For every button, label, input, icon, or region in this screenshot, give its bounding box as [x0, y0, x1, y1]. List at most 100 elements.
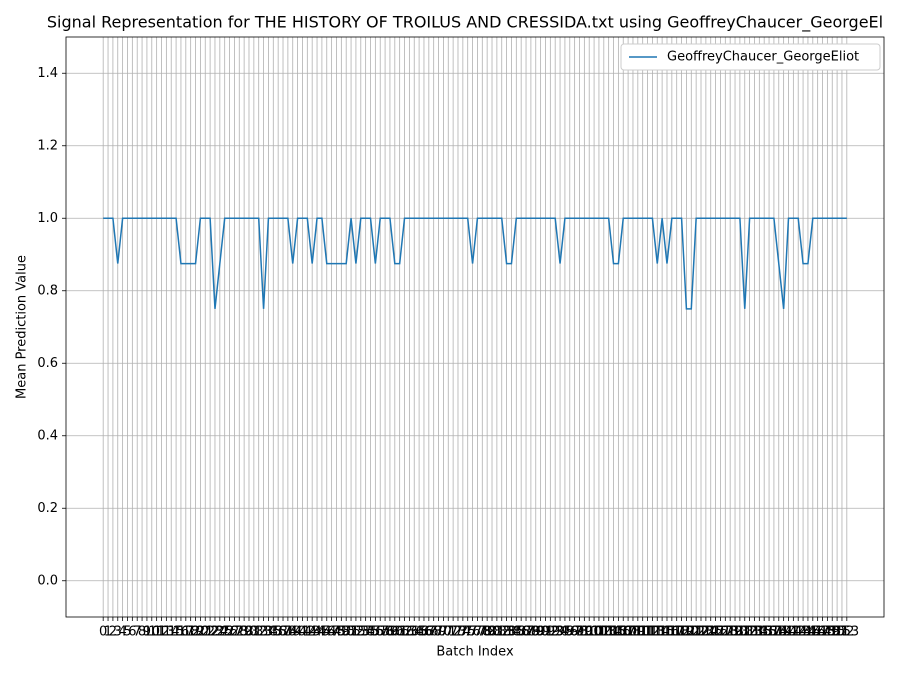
x-tick-label: 120	[674, 625, 699, 640]
x-tick-label: 6	[128, 625, 136, 640]
x-tick-label: 144	[791, 625, 816, 640]
x-tick-label: 25	[216, 625, 233, 640]
x-tick-label: 52	[348, 625, 365, 640]
x-tick-label: 2	[109, 625, 117, 640]
x-tick-label: 79	[479, 625, 496, 640]
x-tick-label: 92	[542, 625, 559, 640]
x-tick-label: 125	[698, 625, 723, 640]
x-tick-label: 105	[601, 625, 626, 640]
x-tick-label: 153	[834, 625, 859, 640]
y-axis-label: Mean Prediction Value	[15, 255, 30, 399]
x-tick-label: 119	[669, 625, 694, 640]
x-tick-label: 126	[703, 625, 728, 640]
x-tick-label: 55	[362, 625, 379, 640]
x-tick-label: 32	[250, 625, 267, 640]
y-tick-label: 0.4	[37, 428, 58, 443]
x-tick-label: 69	[430, 625, 447, 640]
x-tick-label: 76	[464, 625, 481, 640]
x-tick-label: 56	[367, 625, 384, 640]
x-tick-label: 10	[144, 625, 161, 640]
data-line	[103, 217, 847, 310]
x-tick-label: 34	[260, 625, 277, 640]
x-tick-label: 139	[766, 625, 791, 640]
x-tick-label: 108	[616, 625, 641, 640]
y-tick-label: 0.0	[37, 573, 58, 588]
x-tick-label: 94	[552, 625, 569, 640]
x-tick-label: 97	[566, 625, 583, 640]
x-tick-label: 146	[800, 625, 825, 640]
x-tick-label: 27	[226, 625, 243, 640]
x-tick-label: 138	[761, 625, 786, 640]
x-tick-label: 103	[591, 625, 616, 640]
x-tick-label: 115	[650, 625, 675, 640]
x-tick-label: 111	[630, 625, 655, 640]
x-tick-label: 89	[527, 625, 544, 640]
x-tick-label: 21	[197, 625, 214, 640]
x-tick-label: 151	[825, 625, 850, 640]
x-tick-label: 117	[659, 625, 684, 640]
x-tick-label: 58	[377, 625, 394, 640]
x-tick-label: 7	[133, 625, 141, 640]
x-tick-label: 78	[474, 625, 491, 640]
x-tick-label: 37	[275, 625, 292, 640]
x-tick-label: 106	[606, 625, 631, 640]
x-tick-label: 15	[168, 625, 185, 640]
x-tick-label: 96	[562, 625, 579, 640]
x-tick-label: 127	[708, 625, 733, 640]
x-tick-label: 95	[557, 625, 574, 640]
x-tick-label: 75	[459, 625, 476, 640]
x-tick-label: 149	[815, 625, 840, 640]
x-tick-label: 84	[503, 625, 520, 640]
x-tick-label: 44	[309, 625, 326, 640]
x-tick-label: 83	[498, 625, 515, 640]
x-tick-label: 38	[280, 625, 297, 640]
x-tick-label: 128	[713, 625, 738, 640]
x-tick-label: 150	[820, 625, 845, 640]
x-tick-label: 70	[435, 625, 452, 640]
x-tick-label: 133	[737, 625, 762, 640]
x-tick-label: 122	[684, 625, 709, 640]
x-tick-label: 86	[513, 625, 530, 640]
x-tick-label: 57	[372, 625, 389, 640]
x-tick-label: 121	[679, 625, 704, 640]
chart-title: Signal Representation for THE HISTORY OF…	[47, 13, 883, 33]
x-tick-label: 53	[353, 625, 370, 640]
x-tick-label: 59	[382, 625, 399, 640]
x-tick-label: 118	[664, 625, 689, 640]
y-tick-label: 0.2	[37, 501, 58, 516]
x-tick-label: 66	[416, 625, 433, 640]
x-tick-label: 13	[158, 625, 175, 640]
x-tick-label: 61	[391, 625, 408, 640]
x-tick-label: 23	[207, 625, 224, 640]
x-tick-label: 112	[635, 625, 660, 640]
x-tick-label: 3	[114, 625, 122, 640]
x-tick-label: 98	[571, 625, 588, 640]
x-tick-label: 107	[611, 625, 636, 640]
x-tick-label: 74	[455, 625, 472, 640]
x-tick-label: 143	[786, 625, 811, 640]
x-tick-label: 51	[343, 625, 360, 640]
x-tick-label: 129	[718, 625, 743, 640]
x-tick-label: 54	[357, 625, 374, 640]
x-tick-label: 60	[387, 625, 404, 640]
x-tick-label: 77	[469, 625, 486, 640]
y-tick-label: 0.6	[37, 356, 58, 371]
x-tick-label: 91	[537, 625, 554, 640]
x-tick-label: 101	[582, 625, 607, 640]
x-tick-label: 132	[732, 625, 757, 640]
x-tick-label: 19	[187, 625, 204, 640]
x-tick-label: 17	[178, 625, 195, 640]
x-tick-label: 30	[241, 625, 258, 640]
x-tick-label: 64	[406, 625, 423, 640]
x-tick-label: 63	[401, 625, 418, 640]
x-tick-label: 116	[655, 625, 680, 640]
x-tick-label: 22	[202, 625, 219, 640]
x-tick-label: 88	[523, 625, 540, 640]
y-tick-label: 1.2	[37, 138, 58, 153]
x-tick-label: 102	[587, 625, 612, 640]
x-tick-label: 82	[493, 625, 510, 640]
x-tick-label: 0	[99, 625, 107, 640]
x-tick-label: 90	[532, 625, 549, 640]
x-tick-label: 80	[484, 625, 501, 640]
x-tick-label: 87	[518, 625, 535, 640]
